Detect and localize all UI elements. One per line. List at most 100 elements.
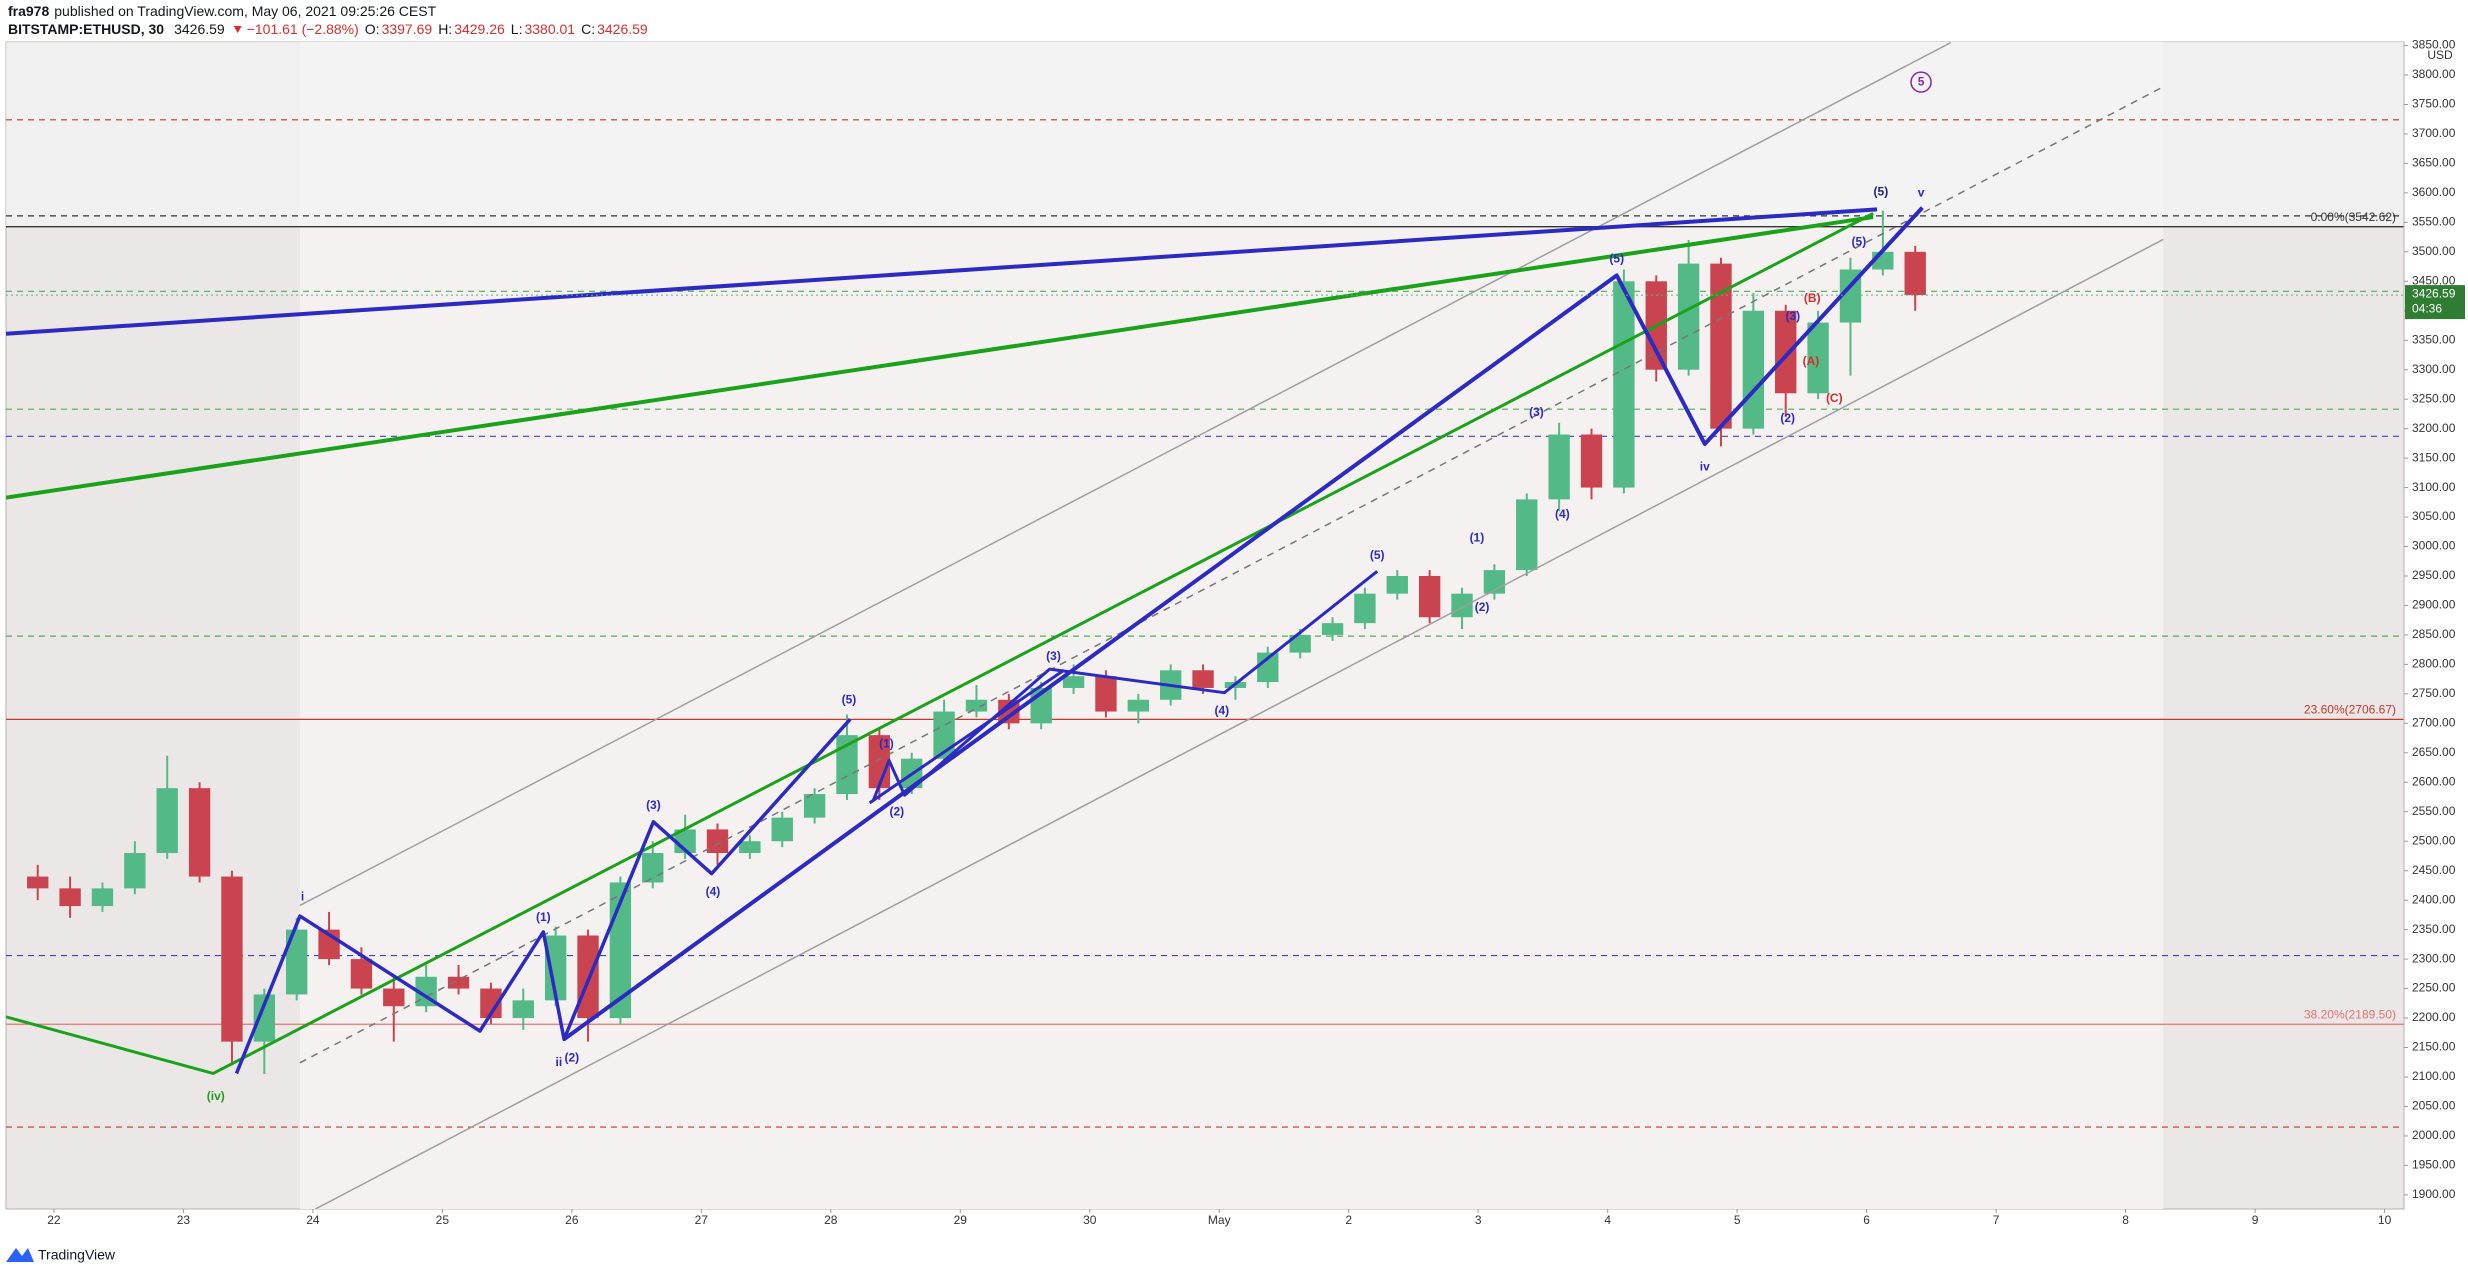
x-tick-label: 26 (565, 1213, 579, 1227)
y-tick-label: 2600.00 (2412, 774, 2456, 788)
candle-body (1548, 434, 1570, 500)
x-tick-label: 9 (2252, 1213, 2259, 1227)
wave-label: v (1918, 186, 1925, 200)
trend-line (562, 206, 1924, 1041)
fib-label: 38.20%(2189.50) (2304, 1007, 2396, 1021)
y-tick-label: 3200.00 (2412, 421, 2456, 435)
y-tick-label: 2850.00 (2412, 627, 2456, 641)
candle-body (965, 699, 988, 712)
candle-body (771, 817, 793, 842)
author: fra978 (8, 3, 49, 19)
y-tick-label: 3450.00 (2412, 273, 2456, 287)
footer-logo: TradingView (6, 1247, 116, 1263)
currency: USD (2427, 48, 2453, 62)
candle-body (1807, 322, 1829, 394)
candle-body (1710, 263, 1732, 429)
x-tick-label: 4 (1604, 1213, 1611, 1227)
wave-label: (1) (1470, 530, 1485, 544)
trend-line (6, 212, 1874, 1075)
trend-line (868, 669, 1065, 805)
wave-label: (C) (1826, 391, 1843, 405)
trend-line (6, 207, 1878, 336)
wave-label: (2) (564, 1050, 579, 1064)
x-tick-label: 27 (695, 1213, 709, 1227)
y-tick-label: 2900.00 (2412, 598, 2456, 612)
x-tick-label: 23 (177, 1213, 191, 1227)
wave-label: (3) (1786, 309, 1801, 323)
y-tick-label: 3150.00 (2412, 450, 2456, 464)
logo-icon (6, 1248, 34, 1262)
price-tag-countdown: 04:36 (2412, 301, 2442, 315)
candle-body (1386, 575, 1408, 594)
y-tick-label: 3250.00 (2412, 391, 2456, 405)
y-tick-label: 2350.00 (2412, 922, 2456, 936)
wave-label: ii (556, 1055, 563, 1069)
price-tag (2405, 285, 2465, 320)
wave-label: (B) (1804, 291, 1821, 305)
x-tick-label: 25 (436, 1213, 450, 1227)
candle-body (1257, 652, 1279, 683)
candle-body (383, 988, 405, 1007)
header-line-1: fra978 published on TradingView.com, May … (8, 3, 437, 19)
y-tick-label: 3750.00 (2412, 97, 2456, 111)
candle-body (253, 994, 275, 1042)
y-tick-label: 2650.00 (2412, 745, 2456, 759)
y-tick-label: 2250.00 (2412, 981, 2456, 995)
x-tick-label: 10 (2378, 1213, 2392, 1227)
symbol: BITSTAMP:ETHUSD, 30 (8, 21, 164, 37)
y-tick-label: 2750.00 (2412, 686, 2456, 700)
y-tick-label: 3650.00 (2412, 156, 2456, 170)
y-tick-label: 3350.00 (2412, 332, 2456, 346)
x-tick-label: 29 (954, 1213, 968, 1227)
x-tick-label: May (1208, 1213, 1231, 1227)
ohlc-key: H: (438, 21, 452, 37)
candle-body (1742, 310, 1765, 429)
x-tick-label: 8 (2122, 1213, 2129, 1227)
y-tick-label: 2100.00 (2412, 1069, 2456, 1083)
y-tick-label: 3000.00 (2412, 539, 2456, 553)
candle-body (447, 976, 470, 989)
x-tick-label: 30 (1083, 1213, 1097, 1227)
y-tick-label: 3550.00 (2412, 215, 2456, 229)
candle-body (1904, 251, 1926, 296)
candle-body (91, 888, 114, 907)
y-tick-label: 3050.00 (2412, 509, 2456, 523)
ohlc-value: 3426.59 (597, 21, 648, 37)
y-tick-label: 1900.00 (2412, 1187, 2456, 1201)
candle-body (350, 959, 373, 989)
wave-label: (5) (842, 693, 857, 707)
candle-body (803, 794, 826, 818)
candle-body (1418, 575, 1441, 618)
ohlc-value: 3397.69 (382, 21, 433, 37)
wave-label: (4) (1555, 507, 1570, 521)
candle-body (59, 888, 81, 907)
y-tick-label: 2500.00 (2412, 833, 2456, 847)
fib-label: 0.00%(3542.62) (2311, 210, 2396, 224)
candle-body (1127, 699, 1149, 712)
candle-body (739, 841, 761, 854)
wave-label: (1) (536, 910, 551, 924)
change: −101.61 (−2.88%) (247, 21, 359, 37)
published: published on TradingView.com, May 06, 20… (54, 3, 436, 19)
ohlc-key: O: (365, 21, 380, 37)
x-tick-label: 5 (1734, 1213, 1741, 1227)
x-tick-label: 7 (1993, 1213, 2000, 1227)
candle-body (544, 935, 567, 1001)
ohlc-key: C: (581, 21, 595, 37)
candle-body (1062, 676, 1085, 688)
candle-body (1354, 593, 1376, 624)
candle-body (1451, 593, 1473, 618)
y-tick-label: 3850.00 (2412, 38, 2456, 52)
ohlc-value: 3429.26 (454, 21, 505, 37)
wave-label: (5) (1370, 548, 1385, 562)
wave-label: (A) (1803, 354, 1820, 368)
wave-label: 5 (1918, 74, 1925, 88)
candle-body (1580, 434, 1603, 488)
plot-layer: 0.00%(3542.62) 23.60%(2706.67) 38.20%(2189… (6, 42, 2404, 1209)
wave-label: (5) (1874, 184, 1889, 198)
x-tick-label: 6 (1863, 1213, 1870, 1227)
candle-body (124, 853, 146, 889)
wave-label: (4) (706, 885, 721, 899)
candle-body (642, 853, 664, 883)
